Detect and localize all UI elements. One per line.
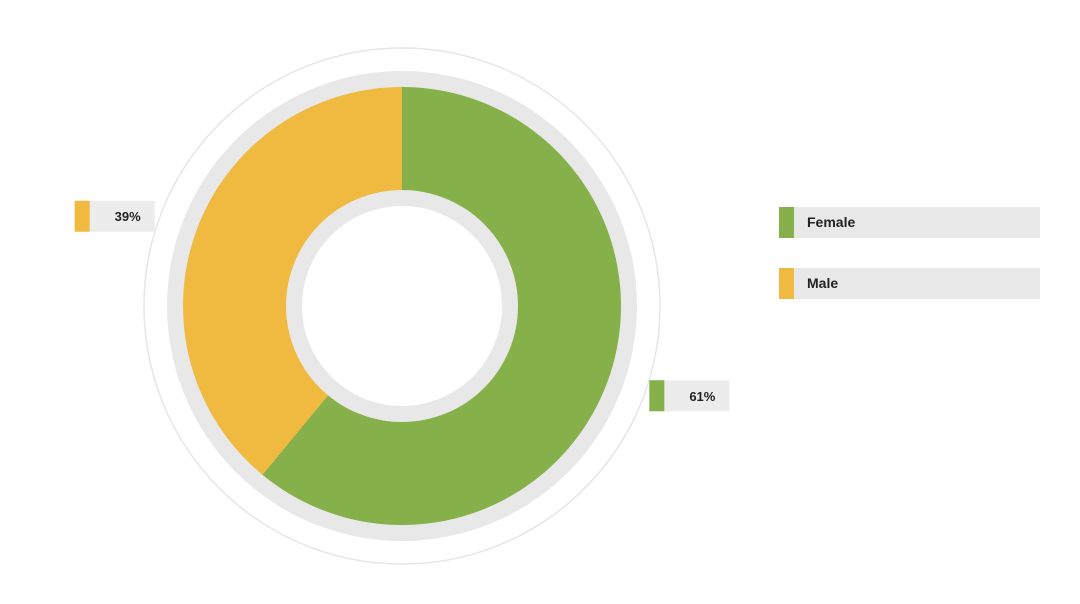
callout-swatch [74, 200, 90, 232]
callout-female: 61% [649, 380, 730, 412]
outer-outline-ring [143, 47, 661, 565]
legend-label-male: Male [807, 275, 839, 291]
callout-male: 39% [74, 200, 155, 232]
legend: Female Male [779, 207, 1040, 329]
slice-female[interactable] [262, 87, 621, 525]
legend-item-female[interactable]: Female [779, 207, 1040, 238]
legend-swatch-male [779, 268, 794, 299]
donut-hole [302, 206, 502, 406]
legend-swatch-female [779, 207, 794, 238]
callout-value-label: 39% [115, 209, 141, 224]
callout-swatch [649, 380, 665, 412]
legend-item-male[interactable]: Male [779, 268, 1040, 299]
legend-label-female: Female [807, 214, 856, 230]
value-callouts: 61% 39% [74, 200, 730, 412]
callout-value-label: 61% [689, 389, 715, 404]
